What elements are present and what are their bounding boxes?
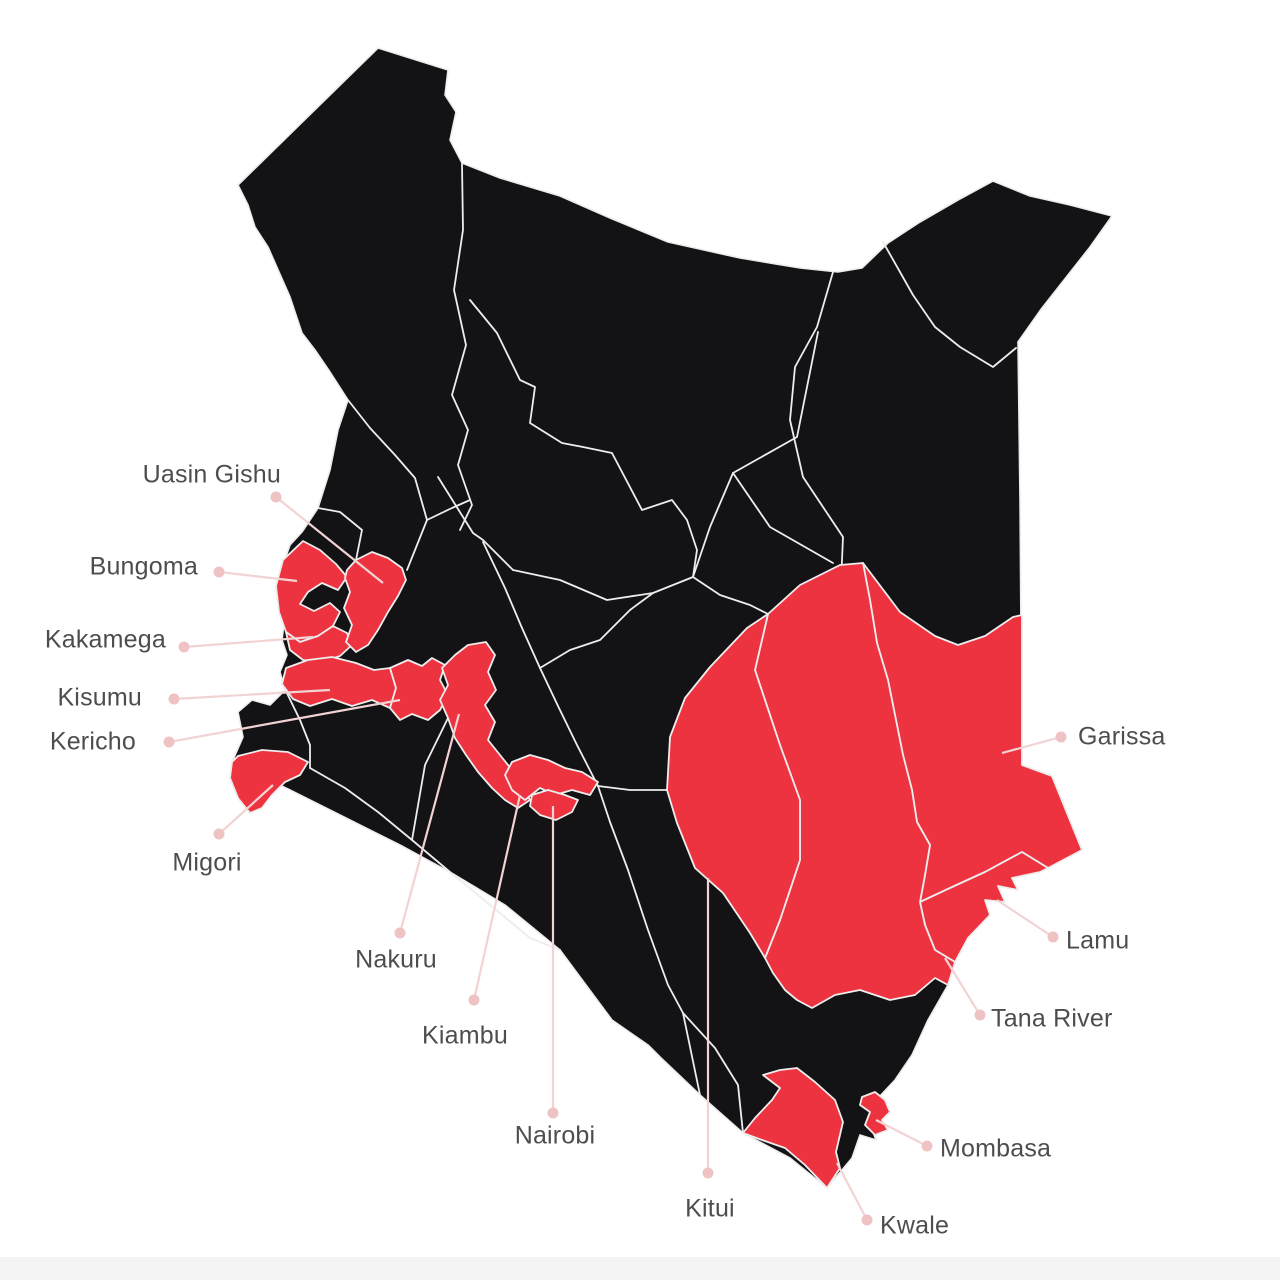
leader-line-kwale — [836, 1162, 868, 1221]
label-tana-river: Tana River — [991, 1004, 1113, 1033]
label-kitui: Kitui — [685, 1194, 735, 1223]
leader-line-kericho — [168, 698, 401, 744]
county-nakuru[interactable] — [439, 641, 531, 809]
leader-dot-migori — [213, 828, 225, 840]
leader-kitui — [702, 878, 714, 1179]
leader-line-uasin-gishu — [275, 496, 384, 584]
leader-lamu — [996, 899, 1059, 943]
leader-migori — [213, 784, 274, 840]
leader-dot-tana-river — [974, 1009, 986, 1021]
leader-dot-kitui — [702, 1167, 714, 1179]
leader-line-kisumu — [173, 688, 331, 701]
leader-dot-kericho — [163, 736, 175, 748]
label-mombasa: Mombasa — [940, 1134, 1052, 1163]
leader-line-nakuru — [398, 713, 461, 934]
leader-line-tana-river — [944, 957, 981, 1016]
label-nairobi: Nairobi — [514, 1121, 596, 1150]
county-kitui[interactable] — [666, 613, 801, 959]
leader-dot-bungoma — [213, 566, 225, 578]
leader-dot-lamu — [1047, 931, 1059, 943]
highlighted-counties — [229, 540, 1083, 1189]
leader-dot-nakuru — [394, 927, 406, 939]
footer-strip — [0, 1257, 1280, 1280]
label-kiambu: Kiambu — [422, 1021, 508, 1050]
label-kwale: Kwale — [880, 1211, 950, 1240]
county-kiambu[interactable] — [504, 754, 599, 801]
label-lamu: Lamu — [1066, 926, 1130, 955]
leader-line-kakamega — [183, 635, 314, 649]
leader-nairobi — [547, 806, 559, 1119]
leader-dot-kisumu — [168, 693, 180, 705]
county-migori[interactable] — [229, 749, 309, 814]
leader-line-bungoma — [218, 570, 298, 583]
label-kisumu: Kisumu — [57, 683, 142, 712]
leader-line-kiambu — [472, 794, 522, 1001]
leader-kericho — [163, 698, 401, 748]
leader-dot-kakamega — [178, 641, 190, 653]
leader-kwale — [836, 1162, 873, 1226]
county-nairobi[interactable] — [529, 789, 579, 821]
leader-line-migori — [218, 784, 274, 835]
leader-garissa — [1001, 731, 1067, 755]
leader-dot-garissa — [1055, 731, 1067, 743]
county-uasin-gishu[interactable] — [343, 551, 407, 653]
leader-mombasa — [875, 1119, 933, 1152]
leader-line-lamu — [996, 899, 1054, 938]
leader-line-garissa — [1001, 735, 1062, 755]
label-nakuru: Nakuru — [355, 945, 437, 974]
leader-uasin-gishu — [270, 491, 384, 584]
leader-dot-kiambu — [468, 994, 480, 1006]
label-bungoma: Bungoma — [89, 552, 198, 581]
leader-kakamega — [178, 635, 314, 653]
leader-nakuru — [394, 713, 461, 939]
leader-dot-nairobi — [547, 1107, 559, 1119]
label-uasin-gishu: Uasin Gishu — [142, 460, 281, 489]
label-garissa: Garissa — [1078, 722, 1166, 751]
leader-tana-river — [944, 957, 986, 1021]
leader-bungoma — [213, 566, 298, 583]
leader-dot-uasin-gishu — [270, 491, 282, 503]
leader-dot-mombasa — [921, 1140, 933, 1152]
label-migori: Migori — [172, 848, 242, 877]
leader-line-mombasa — [875, 1119, 928, 1147]
leader-kiambu — [468, 794, 522, 1006]
leader-kisumu — [168, 688, 331, 705]
county-kwale[interactable] — [742, 1067, 844, 1189]
label-kericho: Kericho — [49, 727, 136, 756]
label-kakamega: Kakamega — [44, 625, 166, 654]
leader-dot-kwale — [861, 1214, 873, 1226]
